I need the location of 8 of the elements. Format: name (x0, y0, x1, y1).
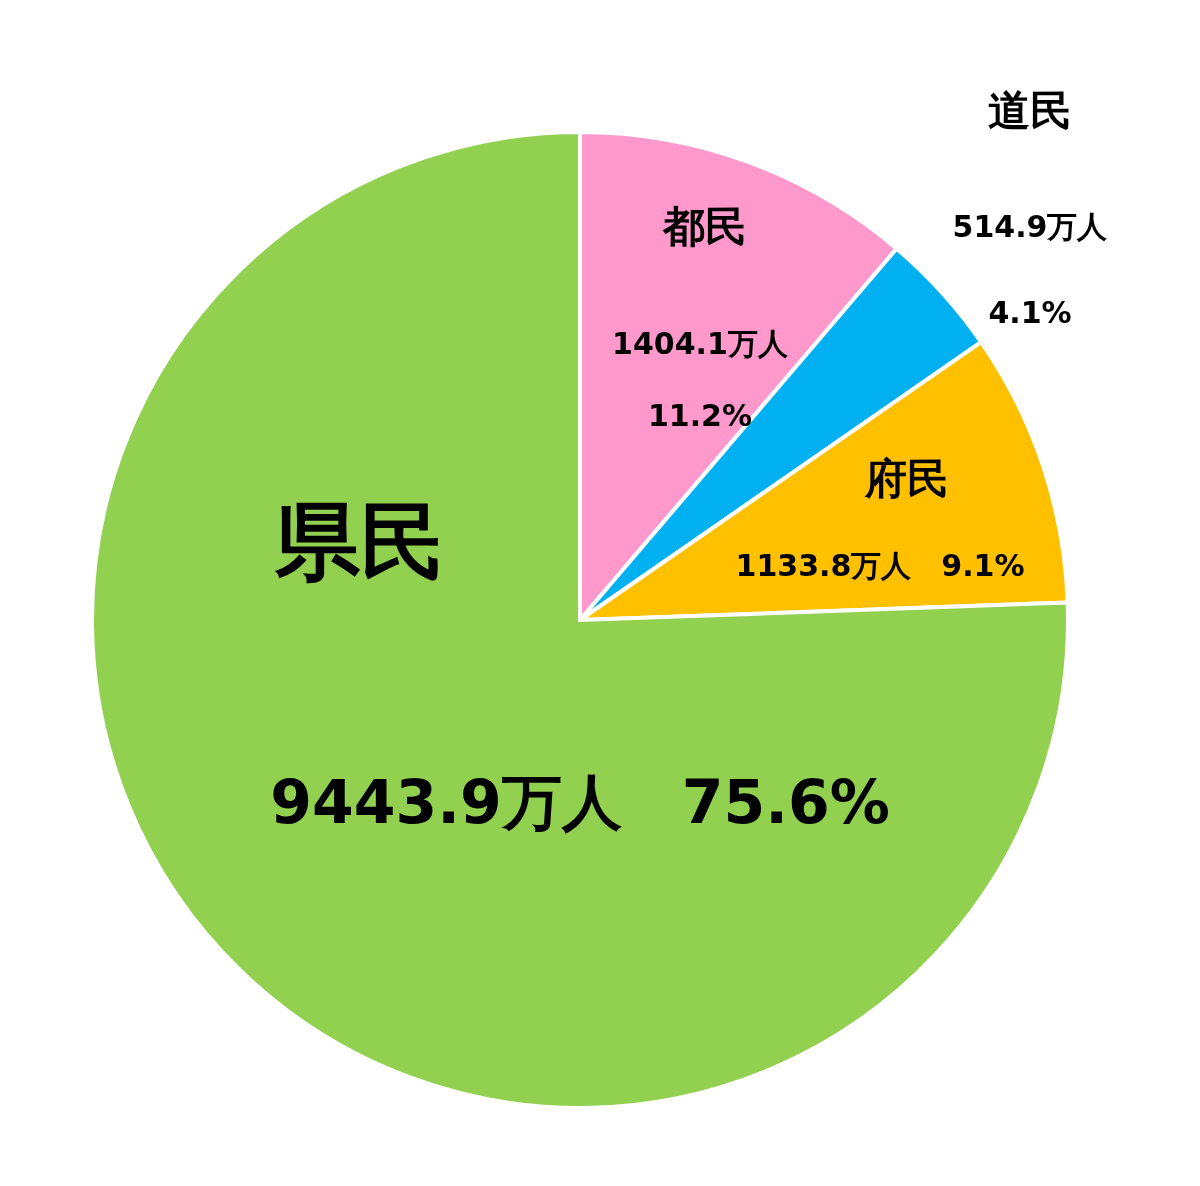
text: 1404.1万人 11.2% (612, 326, 788, 433)
data-label: 1133.8万人 9.1% (735, 548, 1025, 583)
slice-label: 県民 (274, 492, 445, 591)
data-label: 9443.9万人 75.6% (270, 767, 890, 837)
slice-label: 道民 (988, 86, 1072, 135)
slice-label: 都民 (662, 202, 747, 251)
text: 514.9万人 4.1% (952, 209, 1108, 330)
slice-label: 府民 (864, 454, 949, 503)
